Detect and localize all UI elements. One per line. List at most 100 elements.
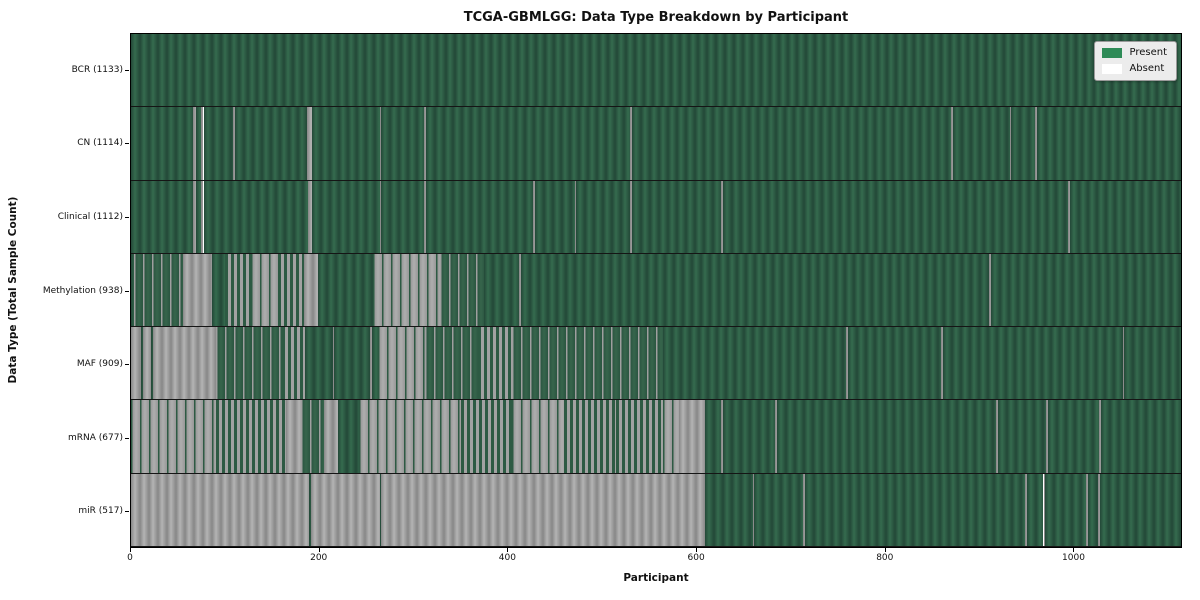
segment-present: [723, 180, 1068, 253]
x-tick-label-800: 800: [876, 553, 894, 563]
legend-item-absent: Absent: [1102, 63, 1167, 74]
segment-absent: [1099, 400, 1101, 473]
x-tick-label-600: 600: [687, 553, 705, 563]
segment-absent: [193, 180, 196, 253]
segment-present: [520, 253, 989, 327]
segment-present: [1069, 180, 1181, 253]
segment-present: [150, 327, 153, 400]
segment-absent: [1035, 107, 1037, 180]
y-tick-label-bcr: BCR (1133): [71, 64, 123, 75]
segment-present: [334, 327, 371, 400]
y-tick-label-mir: miR (517): [78, 506, 123, 517]
chart-title: TCGA-GBMLGG: Data Type Breakdown by Part…: [463, 10, 849, 25]
segment-absent: [332, 327, 335, 400]
segment-mostly-absent-scattered-present: [250, 253, 278, 327]
segment-mostly-present-scattered-absent: [300, 400, 325, 473]
segment-present: [754, 473, 804, 546]
segment-present: [631, 107, 952, 180]
segment-mostly-present-scattered-absent: [512, 327, 664, 400]
x-tick-label-400: 400: [498, 553, 516, 563]
segment-absent: [996, 400, 999, 473]
segment-present: [953, 107, 1010, 180]
y-tick-mark: [125, 217, 129, 218]
segment-absent: [803, 473, 806, 546]
legend-present-label: Present: [1129, 47, 1167, 58]
segment-present: [318, 253, 373, 327]
segment-absent: [193, 107, 196, 180]
segment-present: [534, 180, 575, 253]
segment-present: [1048, 400, 1100, 473]
segment-present: [195, 180, 201, 253]
segment-absent: [1085, 473, 1088, 546]
segment-present: [141, 327, 144, 400]
segment-present: [805, 473, 1025, 546]
segment-absent: [845, 327, 848, 400]
segment-absent: [951, 107, 954, 180]
heatmap-row-methylation: [131, 253, 1181, 328]
segment-absent: [143, 327, 151, 400]
x-tick-mark: [318, 548, 320, 552]
y-tick-mark: [125, 438, 129, 439]
x-tick-mark: [130, 548, 131, 552]
segment-present: [576, 180, 631, 253]
segment-absent: [423, 107, 426, 180]
segment-mostly-absent-scattered-present: [131, 400, 216, 473]
segment-present: [381, 180, 424, 253]
present-swatch: [1102, 47, 1123, 58]
segment-absent: [307, 107, 312, 180]
segment-present: [1011, 107, 1036, 180]
y-tick-mark: [125, 291, 129, 292]
segment-absent: [630, 180, 632, 253]
segment-absent: [630, 107, 632, 180]
segment-present: [308, 473, 311, 546]
segment-absent: [721, 400, 724, 473]
segment-present: [305, 327, 333, 400]
legend-item-present: Present: [1102, 47, 1167, 58]
segment-present: [311, 107, 380, 180]
segment-mixed: [215, 400, 287, 473]
segment-present: [847, 327, 941, 400]
x-tick-mark: [507, 548, 509, 552]
segment-mixed: [615, 400, 664, 473]
segment-absent: [379, 180, 382, 253]
legend: Present Absent: [1094, 41, 1177, 81]
absent-swatch: [1102, 63, 1123, 74]
segment-absent: [1122, 327, 1125, 400]
segment-mostly-present-scattered-absent: [133, 253, 183, 327]
segment-absent: [304, 253, 319, 327]
segment-present: [203, 107, 233, 180]
segment-present: [1100, 473, 1181, 546]
y-tick-label-maf: MAF (909): [76, 359, 123, 370]
segment-absent: [152, 327, 216, 400]
segment-present: [131, 180, 194, 253]
segment-absent: [1046, 400, 1049, 473]
segment-absent: [518, 253, 521, 327]
y-tick-mark: [125, 364, 129, 365]
segment-present: [372, 327, 378, 400]
segment-present: [663, 327, 846, 400]
segment-mostly-absent-scattered-present: [663, 400, 680, 473]
segment-mixed: [277, 253, 305, 327]
segment-absent: [574, 180, 577, 253]
segment-mostly-present-scattered-absent: [439, 253, 485, 327]
heatmap-row-maf: [131, 327, 1181, 401]
segment-present: [381, 107, 424, 180]
y-tick-label-cn: CN (1114): [77, 138, 123, 149]
y-tick-mark: [125, 70, 129, 71]
segment-present: [211, 253, 226, 327]
segment-absent: [752, 473, 755, 546]
segment-absent: [131, 327, 142, 400]
segment-absent: [308, 180, 312, 253]
segment-mixed: [477, 327, 513, 400]
segment-mostly-present-scattered-absent: [215, 327, 282, 400]
segment-mostly-absent-scattered-present: [377, 327, 425, 400]
segment-present: [379, 473, 382, 546]
segment-present: [705, 473, 753, 546]
x-axis-label: Participant: [623, 572, 689, 584]
segment-present: [425, 107, 631, 180]
segment-present: [723, 400, 776, 473]
segment-absent: [988, 253, 991, 327]
segment-mostly-absent-scattered-present: [358, 400, 461, 473]
segment-absent: [1067, 180, 1070, 253]
